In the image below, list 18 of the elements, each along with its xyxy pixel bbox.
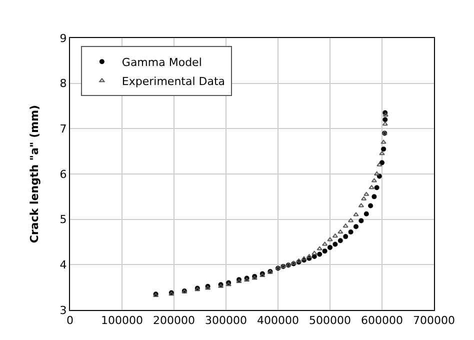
y-tick-label: 5: [60, 213, 67, 226]
x-tick-label: 300000: [205, 314, 247, 328]
x-tick-label: 700000: [413, 314, 455, 328]
x-tick-label: 0: [66, 314, 74, 328]
x-tick-label: 600000: [361, 314, 403, 328]
x-tick-label: 400000: [257, 314, 299, 328]
x-tick-label: 100000: [101, 314, 143, 328]
y-tick-label: 9: [60, 32, 67, 45]
x-tick-label: 500000: [309, 314, 351, 328]
legend-label: Gamma Model: [122, 56, 202, 69]
y-tick-label: 8: [60, 77, 67, 90]
y-tick-label: 7: [60, 122, 67, 136]
y-tick-label: 3: [60, 304, 67, 317]
legend-label: Experimental Data: [122, 74, 226, 88]
y-axis-title: Crack length "a" (mm): [28, 104, 41, 244]
x-tick-label: 200000: [153, 314, 195, 328]
y-tick-label: 6: [60, 168, 67, 181]
y-tick-label: 4: [60, 258, 67, 272]
